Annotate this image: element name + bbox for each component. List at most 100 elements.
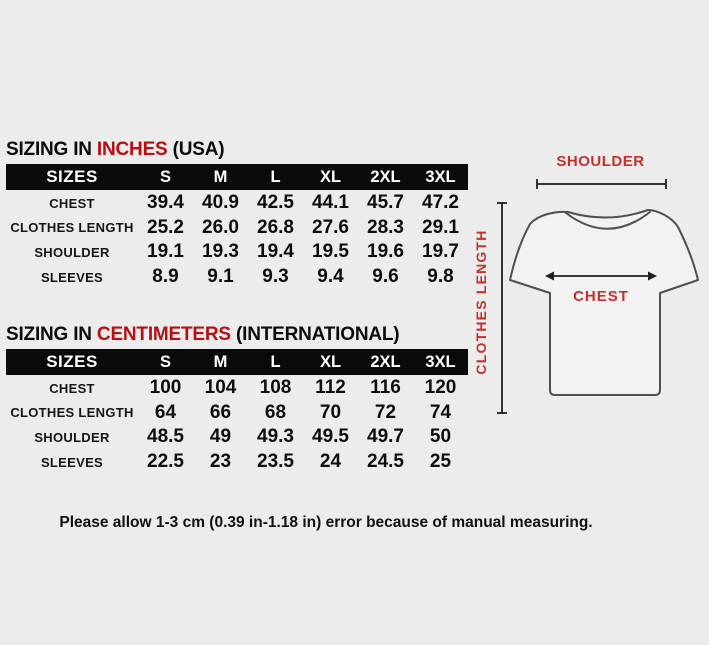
header-cell-sizes: SIZES: [46, 352, 98, 371]
size-value: 100: [149, 377, 182, 399]
row-label-sleeves: SLEEVES: [40, 269, 104, 285]
size-value: 23.5: [257, 451, 294, 473]
size-value: 19.6: [367, 241, 404, 263]
row-label-shoulder: SHOULDER: [34, 244, 110, 260]
size-value: 28.3: [367, 216, 404, 238]
size-value: 9.8: [427, 266, 454, 288]
chest-measure-arrow: [545, 271, 657, 281]
inches-table-body: CHEST 39.4 40.9 42.5 44.1 45.7 47.2 CLOT…: [6, 190, 468, 289]
centimeters-table-body: CHEST 100 104 108 112 116 120 CLOTHES LE…: [6, 375, 468, 474]
size-value: 49.3: [257, 426, 294, 448]
size-value: 72: [374, 401, 397, 423]
title-unit-centimeters: CENTIMETERS: [96, 324, 231, 345]
size-value: 19.3: [202, 241, 239, 263]
header-cell-xl: XL: [319, 167, 342, 186]
inches-table-title: SIZING IN INCHES (USA): [6, 138, 468, 162]
table-row: SHOULDER 19.1 19.3 19.4 19.5 19.6 19.7: [6, 240, 468, 265]
header-cell-m: M: [213, 167, 228, 186]
measuring-error-note: Please allow 1-3 cm (0.39 in-1.18 in) er…: [59, 514, 593, 531]
size-value: 24.5: [367, 451, 404, 473]
title-suffix: (INTERNATIONAL): [236, 324, 400, 345]
size-value: 112: [315, 377, 346, 399]
size-value: 27.6: [312, 216, 349, 238]
size-value: 25.2: [147, 216, 184, 238]
centimeters-table-section: SIZING IN CENTIMETERS (INTERNATIONAL) SI…: [6, 323, 468, 474]
shoulder-measure-line: [536, 179, 667, 189]
header-cell-m: M: [213, 352, 228, 371]
header-cell-l: L: [270, 352, 281, 371]
size-value: 9.1: [207, 266, 234, 288]
table-row: SHOULDER 48.5 49 49.3 49.5 49.7 50: [6, 425, 468, 450]
size-value: 24: [319, 451, 342, 473]
size-value: 26.0: [202, 216, 239, 238]
inches-table-header-row: SIZES S M L XL 2XL 3XL: [6, 164, 468, 190]
size-value: 120: [424, 377, 457, 399]
size-value: 19.5: [312, 241, 349, 263]
row-label-shoulder: SHOULDER: [34, 429, 110, 445]
size-value: 19.4: [257, 241, 294, 263]
size-value: 70: [319, 401, 342, 423]
size-value: 49.7: [367, 426, 404, 448]
size-value: 9.4: [317, 266, 344, 288]
table-row: CHEST 100 104 108 112 116 120: [6, 376, 468, 401]
centimeters-table-header-row: SIZES S M L XL 2XL 3XL: [6, 349, 468, 375]
size-value: 104: [204, 377, 237, 399]
chest-label: CHEST: [573, 288, 629, 305]
title-prefix: SIZING IN: [6, 324, 92, 345]
header-cell-2xl: 2XL: [370, 352, 401, 371]
size-value: 108: [259, 377, 292, 399]
header-cell-s: S: [159, 352, 171, 371]
size-value: 48.5: [147, 426, 184, 448]
size-value: 29.1: [422, 216, 459, 238]
size-value: 45.7: [367, 192, 404, 214]
shoulder-label: SHOULDER: [556, 153, 645, 170]
size-value: 40.9: [202, 192, 239, 214]
size-value: 66: [209, 401, 232, 423]
clothes-length-measure-line: [497, 202, 507, 414]
size-value: 9.6: [372, 266, 399, 288]
header-cell-sizes: SIZES: [46, 167, 98, 186]
inches-table-section: SIZING IN INCHES (USA) SIZES S M L XL 2X…: [6, 138, 468, 289]
title-suffix: (USA): [172, 139, 225, 160]
row-label-clothes-length: CLOTHES LENGTH: [10, 220, 134, 236]
size-value: 22.5: [147, 451, 184, 473]
tshirt-outline: [509, 209, 699, 396]
size-value: 42.5: [257, 192, 294, 214]
header-cell-l: L: [270, 167, 281, 186]
row-label-sleeves: SLEEVES: [40, 454, 104, 470]
size-value: 68: [264, 401, 287, 423]
table-row: CHEST 39.4 40.9 42.5 44.1 45.7 47.2: [6, 191, 468, 216]
size-value: 8.9: [152, 266, 179, 288]
header-cell-3xl: 3XL: [425, 352, 456, 371]
size-value: 47.2: [422, 192, 459, 214]
header-cell-2xl: 2XL: [370, 167, 401, 186]
header-cell-s: S: [159, 167, 171, 186]
tshirt-diagram-graphic: [497, 179, 699, 414]
size-value: 50: [429, 426, 452, 448]
size-value: 9.3: [262, 266, 289, 288]
row-label-clothes-length: CLOTHES LENGTH: [10, 405, 134, 421]
size-value: 39.4: [147, 192, 184, 214]
size-value: 23: [209, 451, 232, 473]
size-value: 116: [370, 377, 401, 399]
title-unit-inches: INCHES: [96, 139, 168, 160]
size-value: 49.5: [312, 426, 349, 448]
table-row: CLOTHES LENGTH 25.2 26.0 26.8 27.6 28.3 …: [6, 216, 468, 241]
row-label-chest: CHEST: [49, 380, 95, 396]
table-row: SLEEVES 8.9 9.1 9.3 9.4 9.6 9.8: [6, 265, 468, 290]
size-value: 26.8: [257, 216, 294, 238]
centimeters-table-title: SIZING IN CENTIMETERS (INTERNATIONAL): [6, 323, 468, 347]
table-row: CLOTHES LENGTH 64 66 68 70 72 74: [6, 401, 468, 426]
size-value: 44.1: [312, 192, 349, 214]
size-value: 25: [429, 451, 452, 473]
tshirt-measurement-diagram: SHOULDER CHEST CLOTHES LENGTH: [460, 140, 709, 430]
size-value: 19.7: [422, 241, 459, 263]
size-value: 49: [209, 426, 232, 448]
title-prefix: SIZING IN: [6, 139, 92, 160]
clothes-length-label-text: CLOTHES LENGTH: [473, 229, 489, 375]
size-value: 19.1: [147, 241, 184, 263]
size-value: 74: [429, 401, 452, 423]
header-cell-3xl: 3XL: [425, 167, 456, 186]
tshirt-collar-curve: [565, 211, 651, 230]
size-value: 64: [154, 401, 177, 423]
